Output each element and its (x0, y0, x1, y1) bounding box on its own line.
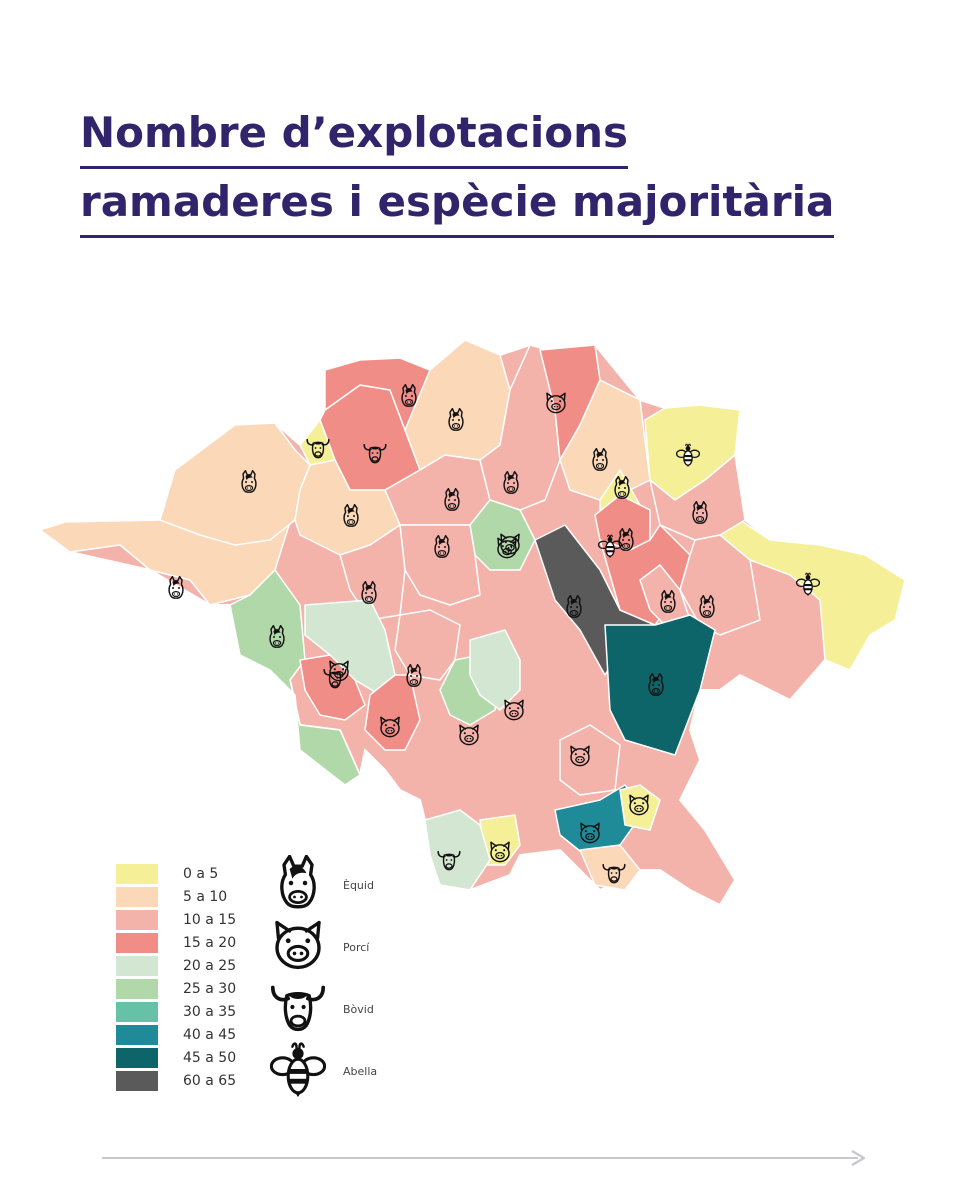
legend-row: 5 a 10 (116, 885, 236, 908)
legend-swatch (116, 932, 158, 953)
legend-row: 25 a 30 (116, 977, 236, 1000)
map-region (229, 569, 361, 786)
species-label: Porcí (343, 941, 370, 954)
legend-swatch (116, 886, 158, 907)
legend-row: 60 a 65 (116, 1069, 236, 1092)
bee-icon (270, 1042, 326, 1097)
species-label: Abella (343, 1065, 378, 1078)
map-region (649, 454, 746, 541)
bull-icon (270, 985, 326, 1032)
legend-label: 40 a 45 (183, 1026, 237, 1043)
legend-row: 0 a 5 (116, 862, 236, 885)
legend-row: 10 a 15 (116, 908, 236, 931)
legend-swatch (116, 1047, 158, 1068)
legend-label: 20 a 25 (183, 957, 237, 974)
map-region (339, 524, 406, 621)
legend-swatch (116, 909, 158, 930)
page-title: Nombre d’explotacions ramaderes i espèci… (80, 100, 835, 238)
legend-swatch (116, 955, 158, 976)
legend-label: 15 a 20 (183, 934, 237, 951)
legend-row: 15 a 20 (116, 931, 236, 954)
map-region (364, 674, 421, 751)
map-region (159, 422, 311, 546)
legend-swatch (116, 1024, 158, 1045)
legend-swatch (116, 863, 158, 884)
choropleth-map (37, 338, 907, 907)
map-region (399, 524, 481, 606)
species-label: Èquid (343, 879, 374, 892)
legend-label: 10 a 15 (183, 911, 237, 928)
map-region (469, 629, 521, 711)
legend-swatch (116, 1001, 158, 1022)
legend-row: 30 a 35 (116, 1000, 236, 1023)
species-label: Bòvid (343, 1003, 374, 1016)
title-line-2: ramaderes i espècie majoritària (80, 169, 835, 238)
map-region (559, 724, 621, 796)
legend-row: 40 a 45 (116, 1023, 236, 1046)
legend-swatch (116, 1070, 158, 1091)
map-region (424, 809, 491, 891)
legend-row: 45 a 50 (116, 1046, 236, 1069)
legend-label: 0 a 5 (183, 865, 219, 882)
title-line-1: Nombre d’explotacions (80, 100, 629, 169)
pig-icon (275, 920, 321, 970)
map-region (604, 614, 716, 756)
legend-label: 5 a 10 (183, 888, 228, 905)
map-region (394, 609, 461, 681)
legend-label: 60 a 65 (183, 1072, 237, 1089)
horse-icon (280, 855, 316, 909)
legend-label: 45 a 50 (183, 1049, 237, 1066)
legend-row: 20 a 25 (116, 954, 236, 977)
legend-swatch (116, 978, 158, 999)
legend-label: 25 a 30 (183, 980, 237, 997)
legend-label: 30 a 35 (183, 1003, 237, 1020)
next-arrow-icon[interactable] (100, 1148, 870, 1168)
color-legend: 0 a 5 5 a 10 10 a 15 15 a 20 20 a 25 25 … (116, 862, 236, 1092)
